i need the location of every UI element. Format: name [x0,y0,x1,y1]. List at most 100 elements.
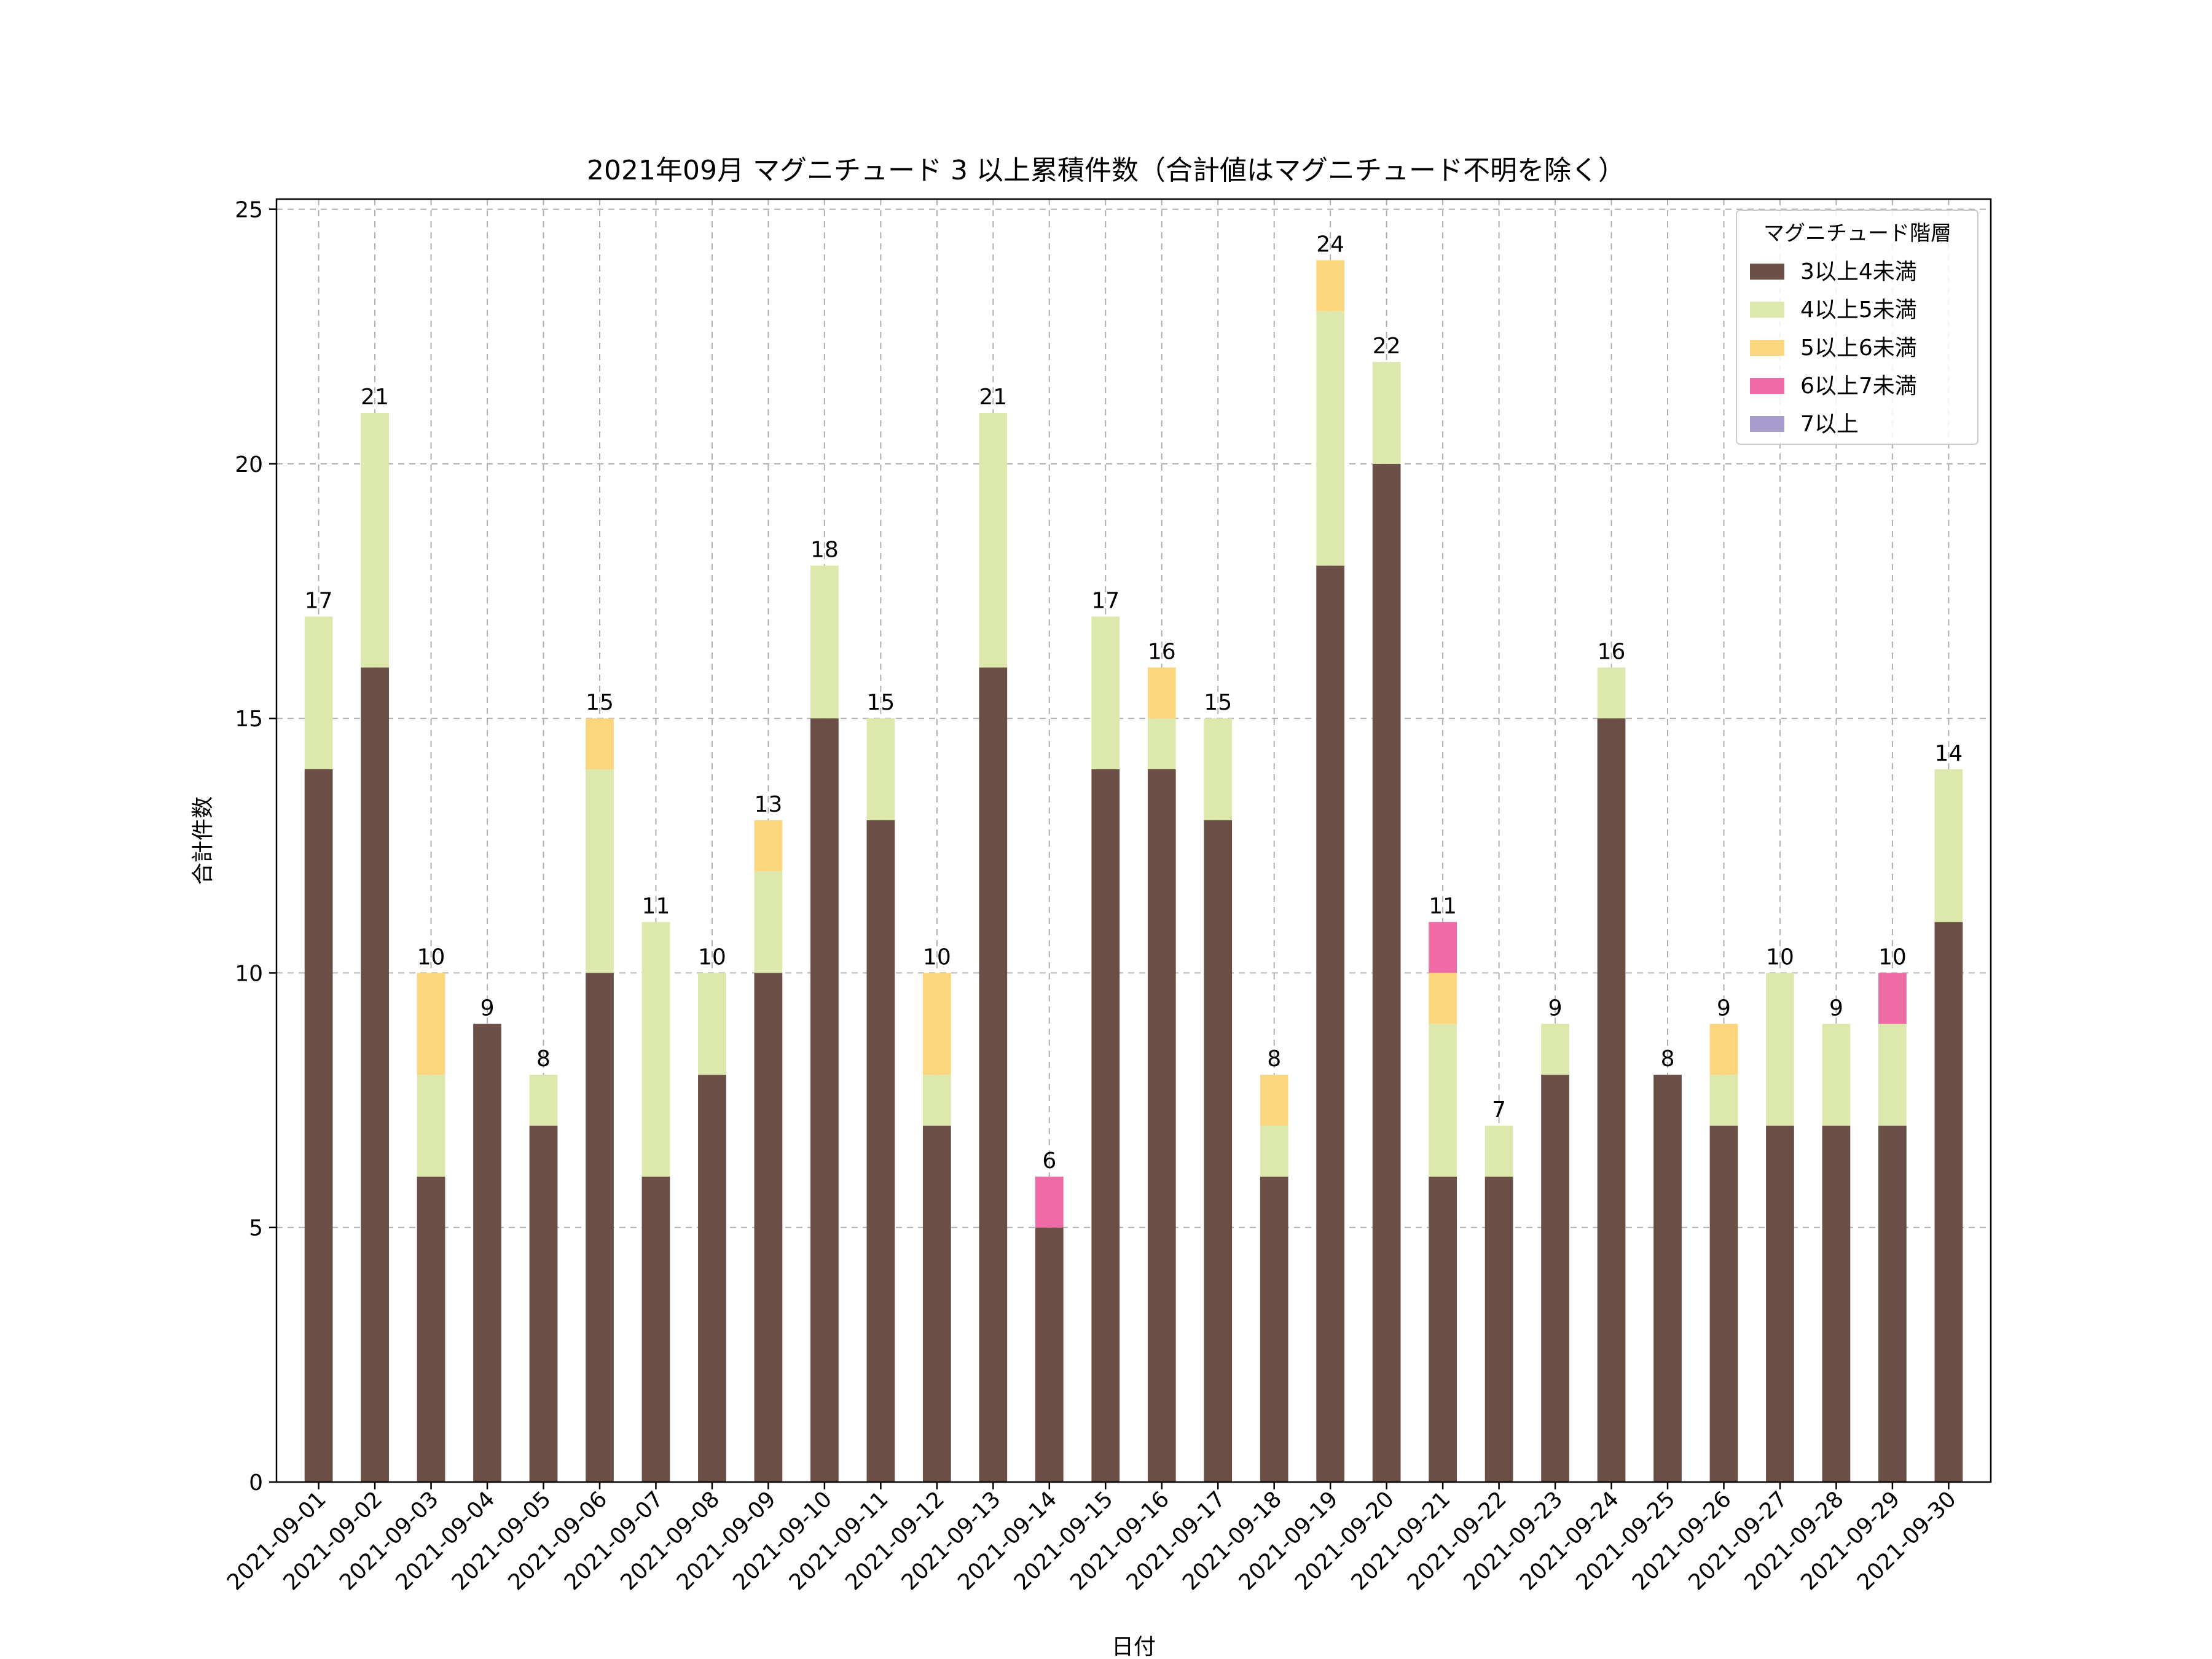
chart-title: 2021年09月 マグニチュード 3 以上累積件数（合計値はマグニチュード不明を… [587,155,1625,186]
total-label: 10 [1878,944,1907,970]
y-tick-label: 10 [235,961,263,986]
total-label: 16 [1598,639,1626,664]
legend-label: 4以上5未満 [1800,297,1917,323]
legend: マグニチュード階層 3以上4未満 4以上5未満 5以上6未満 6以上7未満 7以上 [1736,210,1979,445]
bar-segment-1 [1316,565,1345,1482]
bar-segment-3 [1316,260,1345,312]
bar-segment-3 [1429,973,1457,1024]
bar-segment-3 [417,973,445,1075]
bar-segment-1 [979,667,1008,1482]
bar-segment-1 [1709,1126,1738,1482]
y-tick-label: 20 [235,452,263,477]
legend-label: 5以上6未満 [1800,335,1917,361]
bar-segment-2 [1372,362,1401,464]
bar-segment-1 [1878,1126,1907,1482]
legend-swatch [1750,264,1784,280]
legend-swatch [1750,416,1784,432]
bar-segment-2 [1766,973,1794,1126]
legend-label: 7以上 [1800,412,1859,437]
bar-segment-3 [754,820,783,871]
y-axis: 0 5 10 15 20 25 [235,198,276,1496]
bar-segment-1 [754,973,783,1482]
total-label: 8 [1661,1046,1675,1072]
total-label: 14 [1934,741,1963,766]
bar-segment-2 [866,718,895,820]
total-label: 21 [979,385,1007,410]
bar-segment-1 [1147,769,1176,1482]
bar-segment-1 [361,667,389,1482]
data-labels: 17 21 10 9 8 15 11 10 13 18 15 10 21 6 17 16 15 8 24 22 11 7 9… [305,232,1963,1173]
bar-segment-2 [1878,1024,1907,1126]
bar-segment-1 [1035,1227,1064,1482]
bar-segment-1 [586,973,614,1482]
total-label: 22 [1373,334,1401,359]
y-tick-label: 5 [249,1216,263,1241]
bar-segment-2 [1316,311,1345,566]
legend-frame [1736,210,1979,445]
bar-segment-1 [698,1075,726,1482]
x-tick-label: 2021-09-30 [1853,1486,1961,1595]
bar-segment-1 [473,1024,501,1482]
legend-swatch [1750,340,1784,356]
bar-segment-2 [529,1075,558,1126]
total-label: 24 [1316,232,1344,257]
bar-segment-2 [810,565,839,719]
bar-segment-1 [1822,1126,1851,1482]
total-label: 7 [1492,1097,1506,1123]
bar-segment-4 [1878,973,1907,1024]
bar-segment-2 [1204,718,1233,820]
bar-segment-1 [417,1176,445,1482]
bar-segment-2 [1091,616,1120,769]
bar-segment-2 [1541,1024,1569,1075]
bar-segment-4 [1429,922,1457,973]
bar-segment-4 [1035,1176,1064,1228]
bars [304,260,1963,1482]
total-label: 15 [1204,690,1232,715]
bar-segment-1 [810,718,839,1482]
legend-swatch [1750,302,1784,318]
total-label: 10 [698,944,726,970]
bar-segment-2 [641,922,670,1177]
bar-segment-2 [304,616,333,769]
bar-segment-2 [922,1075,951,1126]
total-label: 8 [536,1046,551,1072]
total-label: 10 [923,944,951,970]
total-label: 9 [1717,995,1731,1021]
legend-label: 6以上7未満 [1800,374,1917,399]
bar-segment-3 [1709,1024,1738,1075]
total-label: 9 [1548,995,1563,1021]
bar-segment-2 [1709,1075,1738,1126]
bar-segment-1 [1597,718,1626,1482]
bar-segment-2 [1147,718,1176,769]
y-tick-label: 25 [235,198,263,223]
bar-segment-1 [1484,1176,1513,1482]
bar-segment-2 [1260,1126,1288,1177]
bar-segment-1 [304,769,333,1482]
bar-segment-1 [1934,922,1963,1482]
bar-segment-1 [1653,1075,1682,1482]
total-label: 10 [1766,944,1794,970]
total-label: 17 [1091,588,1120,613]
total-label: 6 [1042,1148,1056,1174]
total-label: 10 [417,944,445,970]
bar-segment-3 [1260,1075,1288,1126]
total-label: 15 [866,690,895,715]
bar-segment-1 [1372,463,1401,1482]
total-label: 17 [305,588,333,613]
total-label: 9 [480,995,495,1021]
bar-segment-2 [1429,1024,1457,1177]
x-axis-label: 日付 [1112,1634,1156,1659]
y-axis-label: 合計件数 [190,796,216,885]
bar-segment-1 [1541,1075,1569,1482]
bar-segment-1 [1429,1176,1457,1482]
bar-segment-2 [754,871,783,973]
total-label: 13 [755,792,783,817]
bar-segment-2 [1822,1024,1851,1126]
total-label: 11 [1429,894,1457,919]
bar-segment-1 [641,1176,670,1482]
bar-segment-1 [1091,769,1120,1482]
bar-segment-1 [866,820,895,1482]
bar-segment-1 [529,1126,558,1482]
total-label: 11 [642,894,670,919]
